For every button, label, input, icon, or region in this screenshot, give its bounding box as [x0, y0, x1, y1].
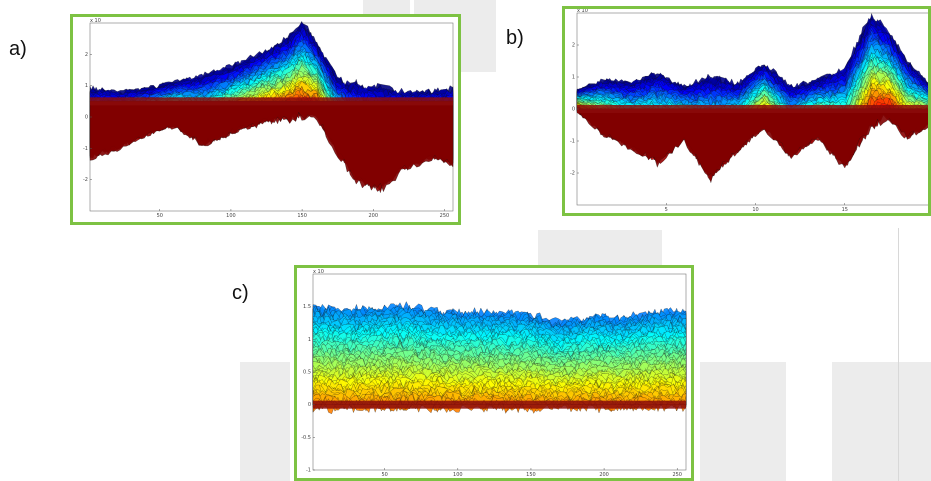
- chart-panel-c: 50 100 150 200 250 1.5 1 0.5 0 -0.5 -1 x 10: [294, 265, 694, 481]
- y-tick-label: -0.5: [301, 435, 311, 441]
- exponent-label: x 10: [313, 269, 324, 275]
- baseline-layer: [90, 97, 453, 106]
- y-tick-label: 0.5: [303, 370, 311, 376]
- x-tick-label: 250: [672, 472, 682, 478]
- exponent-label: x 10: [577, 9, 588, 14]
- y-tick-label: 0: [308, 402, 311, 408]
- chart-b: 5101520210-1-2x 10: [570, 9, 928, 213]
- y-tick-label: 1: [572, 75, 575, 81]
- y-tick-label: -1: [83, 146, 88, 152]
- x-tick-label: 150: [297, 213, 307, 219]
- chart-panel-a: 50 100 150 200 250 2 1 0 -1 -2 x 10: [70, 14, 461, 225]
- y-tick-label: 2: [572, 43, 575, 49]
- background-block: [240, 362, 290, 481]
- x-tick-label: 200: [369, 213, 379, 219]
- panel-label-c: c): [232, 282, 249, 304]
- baseline-layer: [577, 105, 928, 113]
- x-tick-label: 250: [440, 213, 450, 219]
- y-tick-label: -1: [570, 139, 575, 145]
- x-tick-label: 200: [599, 472, 609, 478]
- y-tick-label: -1: [306, 468, 311, 474]
- panel-label-b: b): [506, 27, 524, 49]
- surface-strip: [89, 101, 454, 193]
- y-tick-label: 0: [572, 107, 575, 113]
- exponent-label: x 10: [90, 18, 101, 24]
- y-tick-label: -2: [83, 177, 88, 183]
- x-tick-label: 15: [842, 207, 848, 213]
- chart-panel-b: 5101520210-1-2x 10: [562, 6, 931, 216]
- y-tick-label: 1: [308, 337, 311, 343]
- x-tick-label: 50: [157, 213, 163, 219]
- x-tick-label: 5: [665, 207, 668, 213]
- chart-c: 50 100 150 200 250 1.5 1 0.5 0 -0.5 -1 x 10: [301, 269, 687, 478]
- background-block: [700, 362, 786, 481]
- y-tick-label: 1.5: [303, 304, 311, 310]
- surface-strip: [576, 108, 928, 177]
- x-tick-label: 100: [453, 472, 463, 478]
- x-tick-label: 150: [526, 472, 536, 478]
- baseline-layer: [313, 400, 686, 409]
- panel-label-a: a): [9, 38, 27, 60]
- x-tick-label: 50: [381, 472, 387, 478]
- y-tick-label: 1: [85, 83, 88, 89]
- y-tick-label: 0: [85, 115, 88, 121]
- x-tick-label: 100: [226, 213, 236, 219]
- y-tick-label: 2: [85, 52, 88, 58]
- background-block: [832, 362, 931, 481]
- y-tick-label: -2: [570, 171, 575, 177]
- x-tick-label: 10: [752, 207, 758, 213]
- surface-layers: [312, 301, 687, 414]
- background-divider: [898, 228, 899, 481]
- chart-a: 50 100 150 200 250 2 1 0 -1 -2 x 10: [83, 18, 454, 219]
